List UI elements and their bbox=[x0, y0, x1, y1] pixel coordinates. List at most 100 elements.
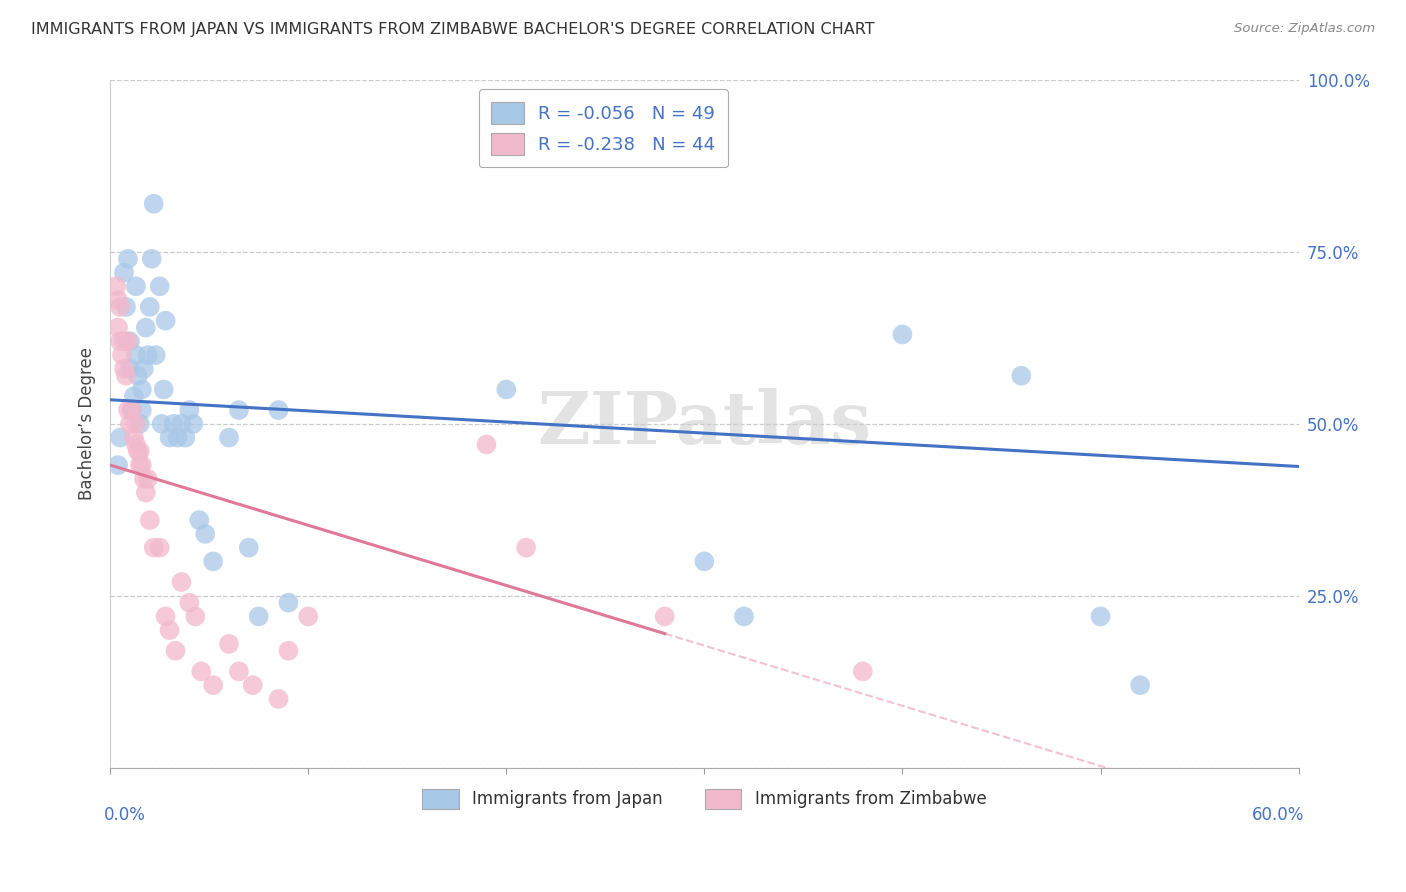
Point bbox=[1129, 678, 1152, 692]
Point bbox=[733, 609, 755, 624]
Point bbox=[117, 334, 139, 349]
Point bbox=[150, 417, 173, 431]
Point bbox=[267, 692, 290, 706]
Point bbox=[149, 541, 172, 555]
Text: ZIPatlas: ZIPatlas bbox=[537, 388, 872, 459]
Point bbox=[107, 458, 129, 472]
Point bbox=[141, 252, 163, 266]
Point bbox=[128, 444, 150, 458]
Point bbox=[107, 320, 129, 334]
Point bbox=[115, 368, 138, 383]
Point bbox=[131, 458, 153, 472]
Point bbox=[136, 472, 159, 486]
Point bbox=[170, 417, 193, 431]
Point bbox=[891, 327, 914, 342]
Point bbox=[112, 266, 135, 280]
Point bbox=[111, 348, 134, 362]
Point bbox=[183, 417, 205, 431]
Point bbox=[654, 609, 676, 624]
Point bbox=[142, 541, 165, 555]
Point bbox=[267, 403, 290, 417]
Point bbox=[145, 348, 167, 362]
Point bbox=[125, 348, 148, 362]
Point bbox=[118, 361, 141, 376]
Point bbox=[117, 252, 139, 266]
Point bbox=[162, 417, 184, 431]
Point bbox=[115, 300, 138, 314]
Point bbox=[127, 444, 149, 458]
Point bbox=[159, 431, 181, 445]
Point bbox=[297, 609, 319, 624]
Point bbox=[108, 334, 131, 349]
Point bbox=[159, 623, 181, 637]
Point bbox=[125, 279, 148, 293]
Point bbox=[228, 665, 250, 679]
Point bbox=[121, 403, 143, 417]
Point bbox=[131, 383, 153, 397]
Point bbox=[228, 403, 250, 417]
Point bbox=[218, 637, 240, 651]
Point bbox=[107, 293, 129, 307]
Point bbox=[135, 320, 157, 334]
Point bbox=[132, 472, 155, 486]
Point bbox=[194, 527, 217, 541]
Point bbox=[128, 417, 150, 431]
Legend: Immigrants from Japan, Immigrants from Zimbabwe: Immigrants from Japan, Immigrants from Z… bbox=[416, 782, 993, 816]
Point bbox=[179, 403, 201, 417]
Point bbox=[132, 361, 155, 376]
Point bbox=[118, 334, 141, 349]
Point bbox=[122, 389, 145, 403]
Point bbox=[202, 554, 225, 568]
Point bbox=[852, 665, 875, 679]
Point bbox=[105, 279, 128, 293]
Point bbox=[277, 644, 299, 658]
Point bbox=[475, 437, 498, 451]
Text: IMMIGRANTS FROM JAPAN VS IMMIGRANTS FROM ZIMBABWE BACHELOR'S DEGREE CORRELATION : IMMIGRANTS FROM JAPAN VS IMMIGRANTS FROM… bbox=[31, 22, 875, 37]
Text: 60.0%: 60.0% bbox=[1253, 805, 1305, 823]
Point bbox=[242, 678, 264, 692]
Point bbox=[174, 431, 197, 445]
Point bbox=[179, 596, 201, 610]
Point bbox=[155, 609, 177, 624]
Point bbox=[170, 574, 193, 589]
Point bbox=[117, 403, 139, 417]
Point bbox=[121, 403, 143, 417]
Point bbox=[139, 300, 162, 314]
Point bbox=[277, 596, 299, 610]
Point bbox=[125, 417, 148, 431]
Point bbox=[155, 314, 177, 328]
Point bbox=[135, 485, 157, 500]
Point bbox=[1090, 609, 1112, 624]
Point bbox=[238, 541, 260, 555]
Y-axis label: Bachelor’s Degree: Bachelor’s Degree bbox=[79, 347, 96, 500]
Point bbox=[495, 383, 517, 397]
Point bbox=[218, 431, 240, 445]
Point bbox=[112, 361, 135, 376]
Point bbox=[122, 431, 145, 445]
Point bbox=[515, 541, 537, 555]
Point bbox=[112, 334, 135, 349]
Point bbox=[118, 417, 141, 431]
Point bbox=[131, 403, 153, 417]
Point bbox=[247, 609, 270, 624]
Point bbox=[184, 609, 207, 624]
Point bbox=[149, 279, 172, 293]
Point bbox=[188, 513, 211, 527]
Point bbox=[108, 431, 131, 445]
Point bbox=[190, 665, 212, 679]
Point bbox=[142, 196, 165, 211]
Point bbox=[108, 300, 131, 314]
Point bbox=[127, 368, 149, 383]
Point bbox=[125, 437, 148, 451]
Point bbox=[152, 383, 174, 397]
Point bbox=[165, 644, 187, 658]
Point bbox=[139, 513, 162, 527]
Point bbox=[1010, 368, 1032, 383]
Point bbox=[693, 554, 716, 568]
Text: 0.0%: 0.0% bbox=[104, 805, 146, 823]
Point bbox=[166, 431, 188, 445]
Point bbox=[202, 678, 225, 692]
Point bbox=[128, 458, 150, 472]
Text: Source: ZipAtlas.com: Source: ZipAtlas.com bbox=[1234, 22, 1375, 36]
Point bbox=[136, 348, 159, 362]
